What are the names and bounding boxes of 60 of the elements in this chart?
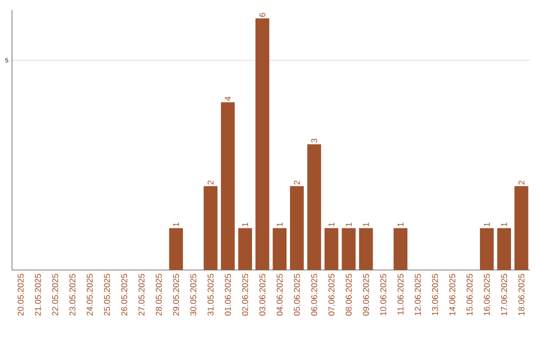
x-tick-label: 22.05.2025 [52, 274, 58, 316]
x-tick-label: 09.06.2025 [362, 274, 369, 316]
x-tick-label: 25.05.2025 [104, 274, 110, 316]
x-tick-label: 17.06.2025 [501, 274, 508, 316]
data-label: 1 [276, 222, 283, 226]
x-tick-label: 20.05.2025 [18, 274, 24, 316]
bar [204, 186, 218, 270]
bar [220, 102, 235, 270]
data-label: 1 [242, 222, 248, 226]
data-label: 2 [518, 180, 524, 185]
data-label: 6 [259, 12, 266, 17]
x-tick-label: 26.05.2025 [121, 274, 128, 316]
bar [169, 228, 183, 270]
bar [307, 144, 322, 270]
data-label: 1 [363, 222, 369, 226]
x-tick-label: 06.06.2025 [311, 274, 318, 316]
data-label: 4 [224, 96, 231, 101]
bar [324, 228, 338, 270]
x-tick-label: 07.06.2025 [328, 274, 334, 316]
x-tick-label: 29.05.2025 [173, 274, 180, 316]
x-tick-label: 30.05.2025 [190, 274, 196, 316]
x-tick-label: 05.06.2025 [294, 274, 300, 316]
data-label: 1 [328, 222, 334, 226]
x-tick-label: 10.06.2025 [380, 274, 386, 316]
x-tick-label: 24.05.2025 [86, 274, 93, 316]
x-tick-label: 12.06.2025 [414, 274, 421, 316]
bar [359, 228, 373, 270]
bar [238, 228, 252, 270]
data-label: 1 [398, 222, 404, 226]
bar [514, 186, 528, 270]
x-tick-label: 02.06.2025 [242, 274, 248, 316]
x-tick-label: 28.05.2025 [156, 274, 162, 316]
x-tick-label: 14.06.2025 [449, 274, 456, 316]
x-tick-label: 18.06.2025 [518, 274, 524, 316]
bar [497, 228, 512, 270]
bar [290, 186, 304, 270]
data-label: 1 [484, 222, 490, 226]
x-tick-label: 13.06.2025 [432, 274, 438, 316]
x-tick-label: 11.06.2025 [398, 274, 404, 315]
x-tick-label: 04.06.2025 [276, 274, 283, 316]
x-tick-label: 08.06.2025 [346, 274, 352, 316]
data-label: 1 [346, 222, 352, 226]
x-tick-label: 03.06.2025 [259, 274, 266, 316]
data-label: 3 [311, 138, 318, 143]
bar [272, 228, 287, 270]
x-tick-label: 16.06.2025 [484, 274, 490, 316]
x-tick-label: 31.05.2025 [208, 274, 214, 316]
bar [394, 228, 408, 270]
bar [480, 228, 494, 270]
x-tick-label: 15.06.2025 [466, 274, 473, 316]
data-label: 2 [294, 180, 300, 185]
x-tick-label: 23.05.2025 [69, 274, 76, 316]
data-label: 1 [501, 222, 508, 226]
x-tick-label: 01.06.2025 [224, 274, 231, 316]
bar [342, 228, 356, 270]
bar [255, 18, 270, 270]
x-tick-label: 27.05.2025 [138, 274, 144, 316]
data-label: 1 [173, 222, 179, 226]
data-label: 2 [208, 180, 214, 185]
x-tick-label: 21.05.2025 [34, 274, 41, 316]
